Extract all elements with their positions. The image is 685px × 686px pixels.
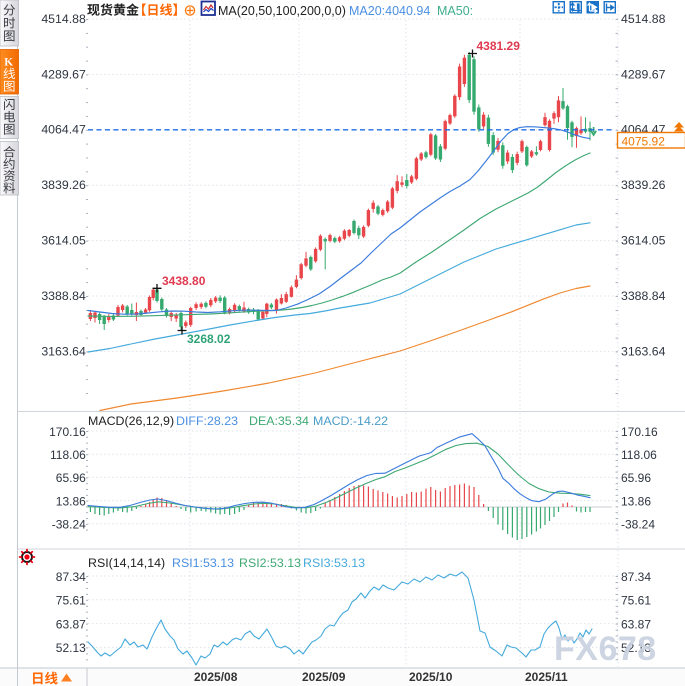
svg-text:4514.88: 4514.88	[621, 12, 666, 26]
svg-text:3268.02: 3268.02	[187, 332, 231, 346]
svg-text:MACD:-14.22: MACD:-14.22	[313, 414, 388, 428]
svg-text:2025/11: 2025/11	[525, 670, 568, 684]
svg-text:4381.29: 4381.29	[477, 39, 521, 53]
svg-text:3614.05: 3614.05	[621, 234, 666, 248]
svg-text:2025/10: 2025/10	[409, 670, 453, 684]
svg-text:3388.84: 3388.84	[621, 289, 666, 303]
svg-text:4514.88: 4514.88	[41, 12, 86, 26]
svg-text:13.86: 13.86	[621, 494, 651, 508]
svg-text:MA(20,50,100,200,0,0): MA(20,50,100,200,0,0)	[218, 4, 346, 18]
svg-text:170.16: 170.16	[621, 425, 658, 439]
svg-text:MA20:4040.94: MA20:4040.94	[349, 4, 430, 18]
svg-text:3438.80: 3438.80	[162, 274, 206, 288]
svg-text:-38.24: -38.24	[52, 518, 86, 532]
svg-text:52.13: 52.13	[621, 641, 651, 655]
svg-text:65.96: 65.96	[56, 471, 86, 485]
svg-text:-38.24: -38.24	[621, 518, 655, 532]
svg-text:3839.26: 3839.26	[41, 178, 86, 192]
svg-text:RSI1:53.13: RSI1:53.13	[172, 556, 234, 570]
svg-text:118.06: 118.06	[50, 448, 86, 462]
svg-text:52.13: 52.13	[56, 641, 86, 655]
svg-text:65.96: 65.96	[621, 471, 651, 485]
svg-text:13.86: 13.86	[56, 494, 86, 508]
svg-text:2025/09: 2025/09	[302, 670, 346, 684]
svg-text:DIFF:28.23: DIFF:28.23	[176, 414, 238, 428]
svg-text:118.06: 118.06	[621, 448, 657, 462]
svg-text:3163.64: 3163.64	[41, 344, 86, 358]
svg-text:63.87: 63.87	[621, 617, 651, 631]
svg-text:3614.05: 3614.05	[41, 234, 86, 248]
svg-text:87.34: 87.34	[56, 570, 86, 584]
svg-text:170.16: 170.16	[49, 425, 86, 439]
svg-text:RSI(14,14,14): RSI(14,14,14)	[88, 556, 165, 570]
svg-text:4075.92: 4075.92	[622, 135, 666, 149]
svg-text:4064.47: 4064.47	[41, 123, 86, 137]
svg-text:MA50:: MA50:	[437, 4, 473, 18]
svg-text:RSI3:53.13: RSI3:53.13	[303, 556, 365, 570]
svg-text:3163.64: 3163.64	[621, 344, 666, 358]
svg-text:87.34: 87.34	[621, 570, 651, 584]
svg-text:2025/08: 2025/08	[194, 670, 238, 684]
svg-text:MACD(26,12,9): MACD(26,12,9)	[88, 414, 174, 428]
svg-text:4289.67: 4289.67	[621, 67, 666, 81]
svg-text:3839.26: 3839.26	[621, 178, 666, 192]
svg-text:RSI2:53.13: RSI2:53.13	[239, 556, 301, 570]
svg-text:3388.84: 3388.84	[41, 289, 86, 303]
svg-text:63.87: 63.87	[56, 617, 86, 631]
svg-text:75.61: 75.61	[621, 594, 651, 608]
svg-text:DEA:35.34: DEA:35.34	[249, 414, 309, 428]
svg-text:4289.67: 4289.67	[41, 67, 86, 81]
svg-text:75.61: 75.61	[56, 594, 86, 608]
svg-text:FX678: FX678	[554, 630, 657, 668]
